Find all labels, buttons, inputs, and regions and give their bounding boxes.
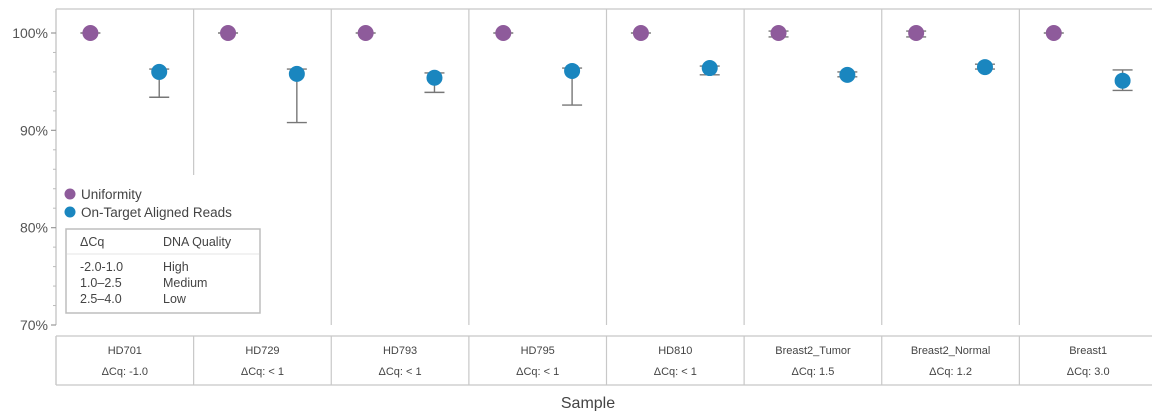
legend-swatch-uniformity bbox=[64, 188, 76, 200]
y-tick-label: 80% bbox=[20, 220, 48, 236]
data-point bbox=[151, 63, 168, 80]
quality-table-level-medium: Medium bbox=[163, 276, 207, 290]
data-point bbox=[770, 25, 787, 41]
data-point bbox=[357, 25, 374, 41]
category-sublabel: ΔCq: 3.0 bbox=[1067, 366, 1110, 378]
data-point bbox=[426, 69, 443, 86]
data-point bbox=[220, 25, 237, 41]
category-sublabel: ΔCq: < 1 bbox=[241, 366, 284, 378]
panel-layer bbox=[56, 8, 1152, 386]
category-label: Breast2_Normal bbox=[911, 345, 990, 357]
quality-table-range-high: -2.0-1.0 bbox=[80, 260, 123, 274]
category-label: HD729 bbox=[245, 345, 279, 357]
category-sublabel: ΔCq: 1.5 bbox=[792, 366, 835, 378]
quality-table-header-dcq: ΔCq bbox=[80, 235, 104, 249]
quality-table-level-high: High bbox=[163, 260, 189, 274]
legend-label-on-target: On-Target Aligned Reads bbox=[81, 205, 232, 220]
mark-layer bbox=[80, 25, 1133, 124]
axis-layer: 70% 80% 90% 100% bbox=[12, 9, 57, 385]
data-point bbox=[976, 59, 993, 76]
data-point bbox=[495, 25, 512, 41]
quality-table-range-low: 2.5–4.0 bbox=[80, 292, 122, 306]
data-point bbox=[701, 60, 718, 77]
quality-table: ΔCq DNA Quality -2.0-1.0 High 1.0–2.5 Me… bbox=[65, 228, 261, 314]
category-label: HD810 bbox=[658, 345, 692, 357]
data-point bbox=[839, 66, 856, 83]
data-point bbox=[1045, 25, 1062, 41]
category-sublabel: ΔCq: -1.0 bbox=[102, 366, 148, 378]
category-sublabel: ΔCq: 1.2 bbox=[929, 366, 972, 378]
category-layer: HD701 ΔCq: -1.0 HD729 ΔCq: < 1 HD793 ΔCq: < 1… bbox=[102, 345, 1110, 378]
category-label: HD701 bbox=[108, 345, 142, 357]
legend: Uniformity On-Target Aligned Reads bbox=[64, 187, 232, 220]
category-label: Breast1 bbox=[1069, 345, 1107, 357]
category-label: HD795 bbox=[521, 345, 555, 357]
category-sublabel: ΔCq: < 1 bbox=[654, 366, 697, 378]
data-point bbox=[908, 25, 925, 41]
y-tick-label: 100% bbox=[12, 25, 48, 41]
data-point bbox=[288, 65, 305, 82]
y-tick-label: 70% bbox=[20, 317, 48, 333]
quality-table-header-quality: DNA Quality bbox=[163, 235, 232, 249]
legend-label-uniformity: Uniformity bbox=[81, 187, 142, 202]
legend-swatch-on-target bbox=[64, 206, 76, 218]
data-point bbox=[564, 62, 581, 79]
quality-table-level-low: Low bbox=[163, 292, 187, 306]
data-point bbox=[632, 25, 649, 41]
quality-table-range-medium: 1.0–2.5 bbox=[80, 276, 122, 290]
x-axis-title: Sample bbox=[561, 395, 615, 411]
category-sublabel: ΔCq: < 1 bbox=[516, 366, 559, 378]
category-label: Breast2_Tumor bbox=[775, 345, 851, 357]
quality-table-border bbox=[65, 228, 261, 314]
data-point bbox=[82, 25, 99, 41]
data-point bbox=[1114, 72, 1131, 89]
category-sublabel: ΔCq: < 1 bbox=[379, 366, 422, 378]
y-tick-label: 90% bbox=[20, 122, 48, 138]
category-label: HD793 bbox=[383, 345, 417, 357]
